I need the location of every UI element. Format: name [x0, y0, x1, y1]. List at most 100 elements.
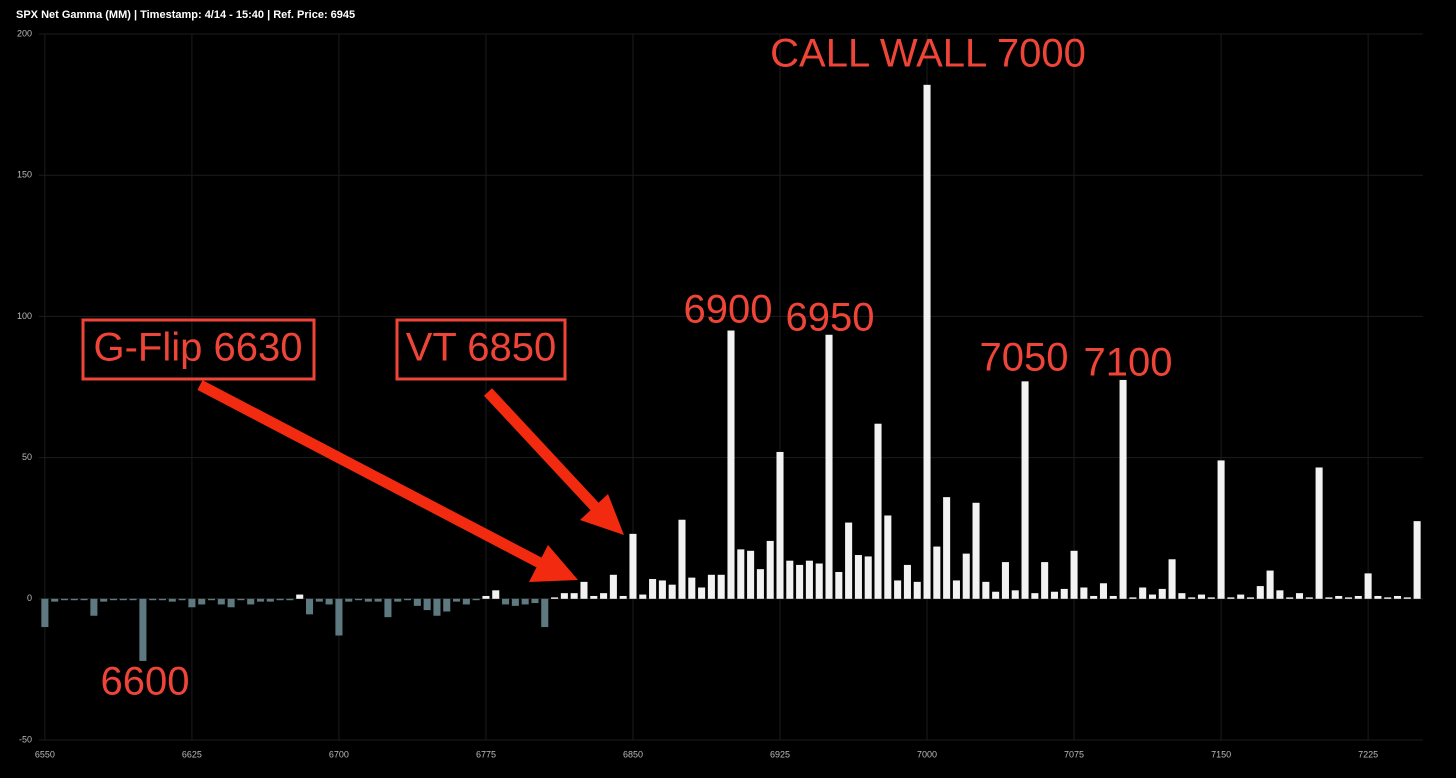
- bar: [1374, 595, 1382, 599]
- bar: [717, 574, 725, 599]
- bar: [149, 598, 157, 601]
- annotation: 6600: [101, 660, 190, 704]
- bar: [90, 598, 98, 616]
- annotation: 6950: [786, 296, 875, 340]
- bar: [80, 598, 88, 601]
- bars: [41, 84, 1421, 661]
- bar: [227, 598, 235, 608]
- bar: [560, 593, 568, 599]
- arrow-head: [580, 494, 624, 535]
- bar: [1364, 573, 1372, 599]
- bar: [551, 597, 559, 599]
- bar: [1354, 595, 1362, 599]
- bar: [41, 598, 49, 628]
- bar: [168, 598, 176, 602]
- bar: [815, 563, 823, 599]
- bar: [266, 598, 274, 602]
- bar: [247, 598, 255, 605]
- bar: [256, 598, 265, 602]
- bar: [1335, 595, 1343, 599]
- bar: [845, 522, 853, 599]
- bar: [1295, 593, 1304, 599]
- bar: [786, 560, 794, 599]
- bar: [766, 540, 774, 599]
- bar: [619, 595, 627, 599]
- bar: [952, 580, 960, 599]
- bar: [688, 577, 696, 599]
- x-tick-label: 7000: [917, 749, 937, 759]
- bar: [217, 598, 225, 605]
- bar: [158, 598, 167, 601]
- bar: [472, 598, 480, 601]
- bar: [894, 580, 902, 599]
- y-tick-label: 150: [17, 170, 32, 180]
- bar: [502, 598, 510, 605]
- bar: [982, 581, 990, 599]
- y-tick-label: 100: [17, 311, 32, 321]
- bar: [139, 598, 147, 661]
- bar: [1237, 594, 1245, 599]
- annotation: 6900: [684, 288, 773, 332]
- bar: [864, 556, 872, 599]
- bar: [609, 574, 617, 599]
- bar: [590, 595, 598, 599]
- bar: [923, 84, 931, 599]
- bar: [1315, 467, 1323, 599]
- bar: [678, 519, 686, 599]
- bar: [364, 598, 372, 602]
- arrow: [197, 380, 543, 568]
- bar: [482, 595, 490, 599]
- bar: [315, 598, 323, 602]
- annotations: CALL WALL 7000 6900 6950 7050 7100 6600 …: [81, 32, 1172, 704]
- annotation: 7050: [980, 336, 1069, 380]
- bar: [913, 581, 921, 599]
- bar: [100, 598, 108, 602]
- x-tick-label: 6700: [329, 749, 349, 759]
- bar: [1011, 590, 1019, 599]
- bar: [51, 598, 59, 602]
- bar: [1001, 562, 1009, 599]
- bar: [707, 574, 715, 599]
- bar: [1021, 381, 1029, 599]
- bar: [1139, 587, 1147, 599]
- bar: [413, 598, 421, 606]
- bar: [60, 598, 69, 601]
- bar: [1393, 595, 1402, 599]
- bar: [335, 598, 343, 636]
- bar: [992, 591, 1000, 599]
- y-tick-label: 200: [17, 28, 32, 38]
- bar: [1090, 595, 1098, 599]
- bar: [276, 598, 284, 601]
- bar: [668, 584, 676, 599]
- bar: [1413, 521, 1421, 599]
- bar: [1178, 593, 1186, 599]
- bar: [70, 598, 78, 601]
- bar: [962, 553, 970, 599]
- bar: [1276, 590, 1284, 599]
- bar: [109, 598, 118, 601]
- bar: [1256, 586, 1264, 599]
- bar: [325, 598, 333, 605]
- bar: [188, 598, 196, 608]
- x-tick-label: 6850: [623, 749, 643, 759]
- bar: [1286, 597, 1294, 599]
- bar: [1070, 550, 1078, 599]
- bar: [1207, 597, 1215, 599]
- bar: [1041, 562, 1049, 599]
- bar: [355, 598, 363, 601]
- bar: [433, 598, 441, 616]
- bar: [1031, 593, 1039, 599]
- arrow: [483, 388, 601, 512]
- bar: [737, 549, 745, 599]
- annotation: VT 6850: [406, 326, 557, 370]
- bar: [600, 593, 608, 599]
- x-tick-label: 6775: [476, 749, 496, 759]
- bar: [1060, 588, 1068, 599]
- bar: [1119, 379, 1127, 599]
- bar: [629, 533, 637, 599]
- bar: [1188, 597, 1196, 599]
- annotation: CALL WALL 7000: [770, 32, 1086, 76]
- bar: [178, 598, 186, 601]
- bar: [511, 598, 519, 606]
- bar: [384, 598, 392, 618]
